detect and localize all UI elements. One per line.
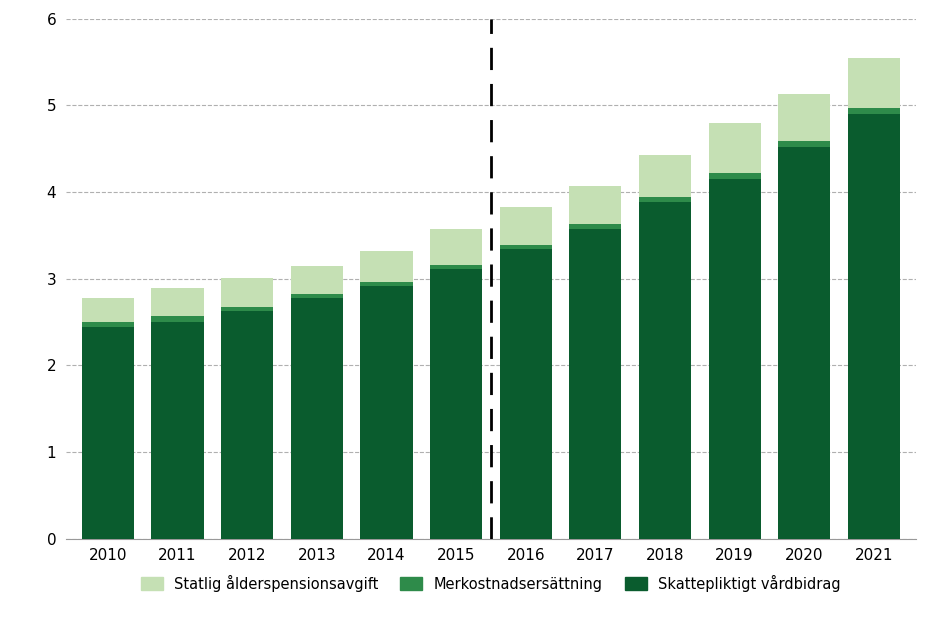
Bar — [82, 322, 134, 327]
Bar — [361, 282, 413, 287]
Legend: Statlig ålderspensionsavgift, Merkostnadsersättning, Skattepliktigt vårdbidrag: Statlig ålderspensionsavgift, Merkostnad… — [133, 567, 849, 599]
Bar — [151, 288, 204, 316]
Bar — [291, 298, 343, 539]
Bar — [709, 173, 761, 179]
Bar — [778, 141, 831, 147]
Bar — [778, 147, 831, 539]
Bar — [569, 186, 621, 224]
Bar — [709, 179, 761, 539]
Bar — [82, 298, 134, 322]
Bar — [639, 155, 691, 197]
Bar — [778, 94, 831, 141]
Bar — [639, 202, 691, 539]
Bar — [709, 123, 761, 173]
Bar — [221, 307, 273, 311]
Bar — [361, 287, 413, 539]
Bar — [361, 251, 413, 282]
Bar — [848, 108, 900, 114]
Bar — [499, 207, 552, 245]
Bar — [221, 311, 273, 539]
Bar — [430, 229, 482, 265]
Bar — [569, 229, 621, 539]
Bar — [639, 197, 691, 202]
Bar — [569, 224, 621, 229]
Bar — [151, 322, 204, 539]
Bar — [430, 265, 482, 269]
Bar — [848, 58, 900, 108]
Bar — [291, 294, 343, 298]
Bar — [221, 278, 273, 307]
Bar — [499, 249, 552, 539]
Bar — [291, 266, 343, 294]
Bar — [848, 114, 900, 539]
Bar — [499, 245, 552, 249]
Bar — [82, 327, 134, 539]
Bar — [430, 269, 482, 539]
Bar — [151, 316, 204, 322]
